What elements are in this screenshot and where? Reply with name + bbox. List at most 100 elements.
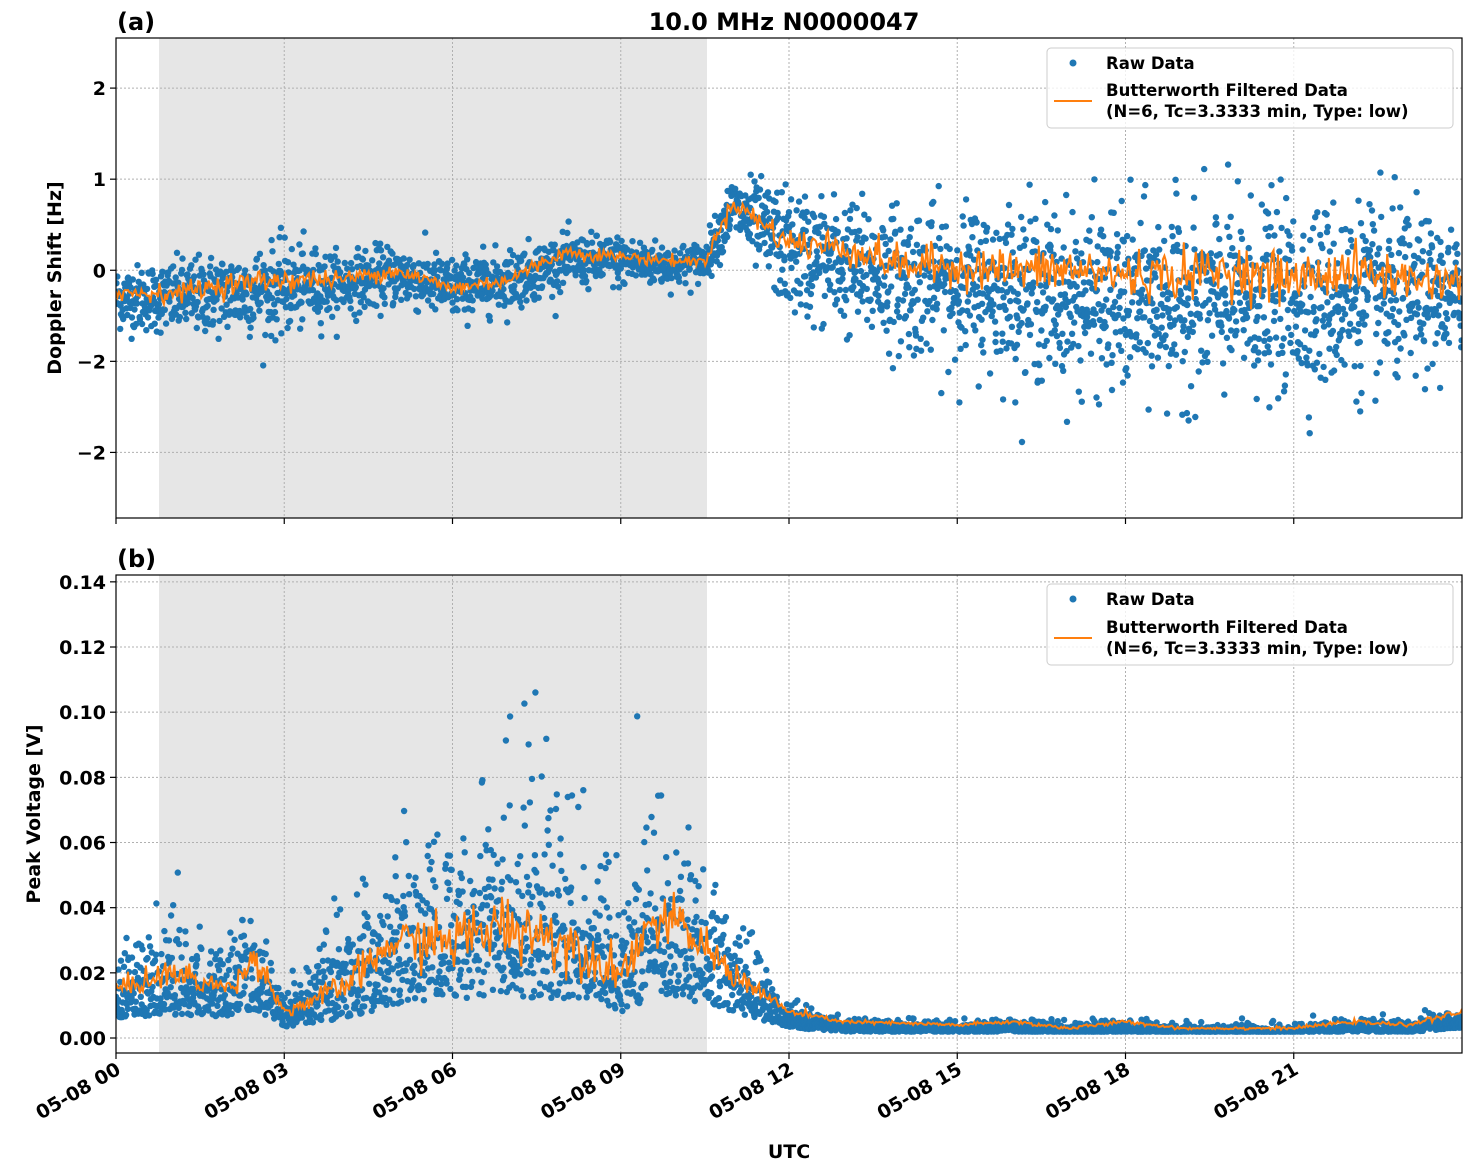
raw-data-point xyxy=(538,283,546,290)
raw-data-point xyxy=(1369,221,1377,228)
legend-marker-raw-a xyxy=(1069,59,1077,67)
raw-data-point xyxy=(247,917,254,925)
raw-data-point xyxy=(541,914,548,922)
raw-data-point xyxy=(474,937,481,944)
raw-data-point xyxy=(1279,349,1286,356)
raw-data-point xyxy=(667,291,674,298)
raw-data-point xyxy=(663,984,671,991)
raw-data-point xyxy=(832,301,839,308)
raw-data-point xyxy=(334,258,341,265)
raw-data-point xyxy=(635,927,642,934)
raw-data-point xyxy=(1004,221,1012,228)
raw-data-point xyxy=(432,249,440,256)
raw-data-point xyxy=(223,972,230,979)
raw-data-point xyxy=(316,945,323,952)
raw-data-point xyxy=(966,312,974,319)
raw-data-point xyxy=(1014,290,1021,298)
raw-data-point xyxy=(341,259,348,267)
raw-data-point xyxy=(1311,366,1319,373)
raw-data-point xyxy=(821,292,828,300)
raw-data-point xyxy=(1062,303,1070,311)
raw-data-point xyxy=(632,895,640,903)
raw-data-point xyxy=(618,1001,625,1008)
raw-data-point xyxy=(1012,355,1019,363)
raw-data-point xyxy=(1046,354,1053,362)
raw-data-point xyxy=(420,997,428,1004)
raw-data-point xyxy=(766,979,773,986)
raw-data-point xyxy=(757,957,764,964)
raw-data-point xyxy=(467,877,474,885)
raw-data-point xyxy=(1168,223,1176,231)
raw-data-point xyxy=(639,968,646,975)
raw-data-point xyxy=(1069,208,1076,216)
raw-data-point xyxy=(921,272,928,279)
raw-data-point xyxy=(1425,218,1433,225)
raw-data-point xyxy=(1323,211,1330,218)
raw-data-point xyxy=(588,239,596,246)
raw-data-point xyxy=(882,240,889,248)
raw-data-point xyxy=(679,991,687,998)
raw-data-point xyxy=(190,985,197,993)
raw-data-point xyxy=(1047,243,1054,250)
raw-data-point xyxy=(688,955,695,962)
raw-data-point xyxy=(1055,311,1062,318)
raw-data-point xyxy=(839,275,846,282)
raw-data-point xyxy=(414,308,422,315)
raw-data-point xyxy=(470,264,477,272)
raw-data-point xyxy=(885,350,893,357)
raw-data-point xyxy=(657,792,665,799)
raw-data-point xyxy=(368,1007,375,1015)
raw-data-point xyxy=(1033,238,1040,246)
raw-data-point xyxy=(495,897,502,904)
raw-data-point xyxy=(691,997,698,1005)
raw-data-point xyxy=(972,327,979,334)
raw-data-point xyxy=(671,247,678,254)
raw-data-point xyxy=(1084,309,1091,316)
raw-data-point xyxy=(310,266,317,274)
raw-data-point xyxy=(1038,327,1045,334)
raw-data-point xyxy=(1086,238,1093,245)
raw-data-point xyxy=(634,713,641,720)
raw-data-point xyxy=(1152,325,1160,333)
raw-data-point xyxy=(1199,359,1206,366)
raw-data-point xyxy=(1080,279,1088,286)
raw-data-point xyxy=(491,885,498,892)
raw-data-point xyxy=(1007,297,1014,305)
raw-data-point xyxy=(334,1003,342,1011)
raw-data-point xyxy=(1028,290,1035,297)
raw-data-point xyxy=(782,181,789,188)
raw-data-point xyxy=(1357,220,1365,227)
raw-data-point xyxy=(361,303,368,311)
raw-data-point xyxy=(389,965,396,973)
raw-data-point xyxy=(1333,351,1340,359)
raw-data-point xyxy=(191,273,198,280)
raw-data-point xyxy=(461,849,468,856)
raw-data-point xyxy=(342,1003,350,1011)
raw-data-point xyxy=(925,267,933,275)
raw-data-point xyxy=(1225,315,1233,322)
raw-data-point xyxy=(1420,320,1427,327)
raw-data-point xyxy=(635,886,642,893)
raw-data-point xyxy=(1022,236,1029,243)
raw-data-point xyxy=(525,741,532,748)
raw-data-point xyxy=(300,228,307,235)
raw-data-point xyxy=(127,284,134,291)
raw-data-point xyxy=(831,289,838,296)
raw-data-point xyxy=(1226,233,1233,240)
raw-data-point xyxy=(414,902,422,909)
raw-data-point xyxy=(183,984,190,991)
raw-data-point xyxy=(1093,394,1100,401)
raw-data-point xyxy=(954,292,961,299)
raw-data-point xyxy=(1342,292,1350,300)
raw-data-point xyxy=(1366,247,1374,254)
raw-data-point xyxy=(581,983,589,990)
raw-data-point xyxy=(1190,224,1197,231)
raw-data-point xyxy=(1204,317,1212,324)
raw-data-point xyxy=(331,895,338,902)
raw-data-point xyxy=(1280,388,1288,395)
raw-data-point xyxy=(1164,295,1171,303)
raw-data-point xyxy=(681,947,688,955)
raw-data-point xyxy=(1427,230,1435,237)
raw-data-point xyxy=(1026,181,1033,188)
raw-data-point xyxy=(351,311,358,318)
